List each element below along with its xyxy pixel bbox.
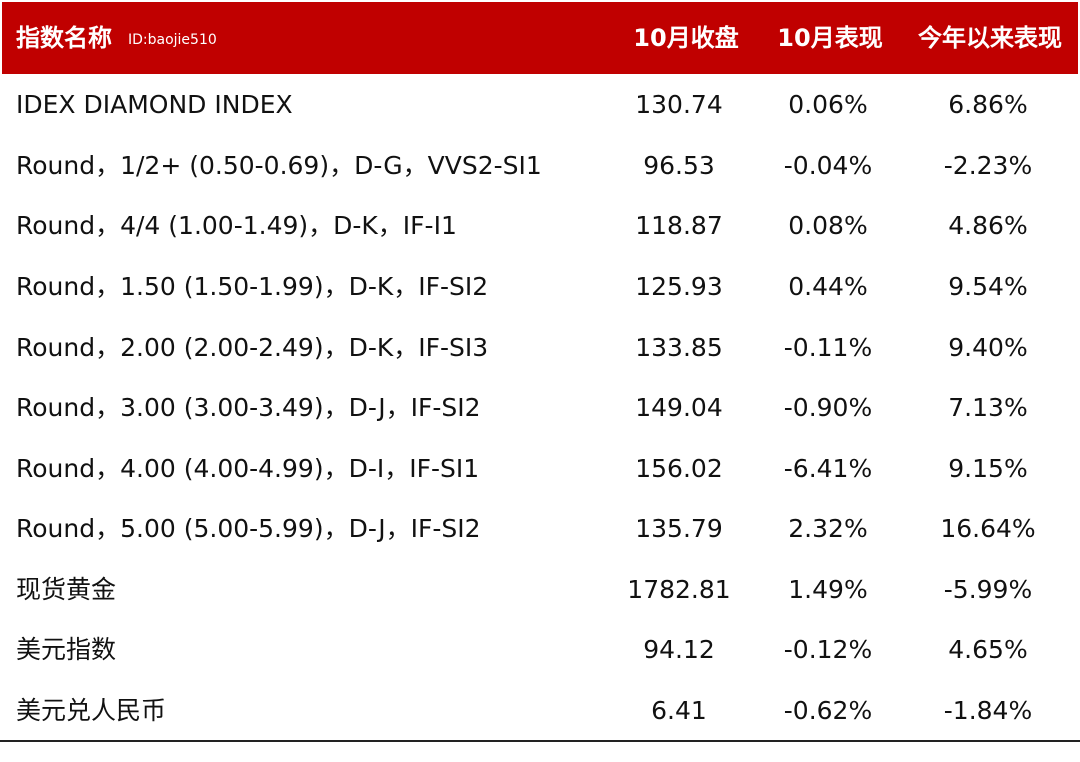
row-close-value: 149.04 <box>635 393 723 422</box>
row-ytd-change: 9.40% <box>948 333 1028 362</box>
row-month-change: -6.41% <box>783 454 873 483</box>
row-ytd-change: 4.86% <box>948 211 1028 240</box>
row-ytd-change: 9.54% <box>948 272 1028 301</box>
row-month-change: -0.11% <box>783 333 873 362</box>
row-index-name: 美元指数 <box>16 635 117 664</box>
header-october-performance: 10月表现 <box>777 24 883 52</box>
row-close-value: 118.87 <box>635 211 723 240</box>
row-index-name: Round，2.00 (2.00-2.49)，D-K，IF-SI3 <box>16 333 489 362</box>
row-ytd-change: 7.13% <box>948 393 1028 422</box>
row-close-value: 94.12 <box>643 635 715 664</box>
row-close-value: 156.02 <box>635 454 723 483</box>
row-index-name: Round，4/4 (1.00-1.49)，D-K，IF-I1 <box>16 211 457 240</box>
row-month-change: -0.90% <box>783 393 873 422</box>
table-row: Round，1/2+ (0.50-0.69)，D-G，VVS2-SI1 96.5… <box>0 136 1080 196</box>
row-close-value: 6.41 <box>651 696 707 725</box>
row-index-name: Round，5.00 (5.00-5.99)，D-J，IF-SI2 <box>16 514 481 543</box>
table-row: 美元指数 94.12 -0.12% 4.65% <box>0 620 1080 680</box>
row-ytd-change: 4.65% <box>948 635 1028 664</box>
row-month-change: -0.12% <box>783 635 873 664</box>
table-row: Round，4.00 (4.00-4.99)，D-I，IF-SI1 156.02… <box>0 439 1080 499</box>
table-header: 指数名称 ID:baojie510 10月收盘 10月表现 今年以来表现 <box>2 2 1078 74</box>
table-bottom-rule <box>0 740 1080 742</box>
row-ytd-change: 6.86% <box>948 90 1028 119</box>
table-row: Round，2.00 (2.00-2.49)，D-K，IF-SI3 133.85… <box>0 318 1080 378</box>
row-close-value: 130.74 <box>635 90 723 119</box>
table-row: Round，4/4 (1.00-1.49)，D-K，IF-I1 118.87 0… <box>0 196 1080 256</box>
row-close-value: 125.93 <box>635 272 723 301</box>
row-month-change: -0.62% <box>783 696 873 725</box>
row-close-value: 133.85 <box>635 333 723 362</box>
table-row: Round，3.00 (3.00-3.49)，D-J，IF-SI2 149.04… <box>0 378 1080 438</box>
header-ytd-performance: 今年以来表现 <box>918 24 1062 52</box>
row-ytd-change: -2.23% <box>943 151 1033 180</box>
row-close-value: 1782.81 <box>627 575 731 604</box>
row-index-name: Round，1.50 (1.50-1.99)，D-K，IF-SI2 <box>16 272 489 301</box>
row-index-name: Round，4.00 (4.00-4.99)，D-I，IF-SI1 <box>16 454 480 483</box>
row-month-change: 0.08% <box>788 211 868 240</box>
row-ytd-change: -5.99% <box>943 575 1033 604</box>
table-row: 美元兑人民币 6.41 -0.62% -1.84% <box>0 681 1080 741</box>
watermark-id: ID:baojie510 <box>128 32 217 48</box>
header-index-name-label: 指数名称 <box>16 24 112 52</box>
row-index-name: 现货黄金 <box>16 575 117 604</box>
row-close-value: 96.53 <box>643 151 715 180</box>
table-row: IDEX DIAMOND INDEX 130.74 0.06% 6.86% <box>0 75 1080 135</box>
table-row: 现货黄金 1782.81 1.49% -5.99% <box>0 560 1080 620</box>
row-month-change: 1.49% <box>788 575 868 604</box>
table-row: Round，5.00 (5.00-5.99)，D-J，IF-SI2 135.79… <box>0 499 1080 559</box>
row-ytd-change: -1.84% <box>943 696 1033 725</box>
header-index-name: 指数名称 ID:baojie510 <box>16 2 217 74</box>
table-row: Round，1.50 (1.50-1.99)，D-K，IF-SI2 125.93… <box>0 257 1080 317</box>
row-close-value: 135.79 <box>635 514 723 543</box>
row-month-change: -0.04% <box>783 151 873 180</box>
row-index-name: Round，3.00 (3.00-3.49)，D-J，IF-SI2 <box>16 393 481 422</box>
row-ytd-change: 9.15% <box>948 454 1028 483</box>
row-month-change: 0.44% <box>788 272 868 301</box>
row-index-name: 美元兑人民币 <box>16 696 167 725</box>
row-index-name: IDEX DIAMOND INDEX <box>16 90 293 119</box>
header-october-close: 10月收盘 <box>633 24 739 52</box>
row-ytd-change: 16.64% <box>940 514 1036 543</box>
row-month-change: 2.32% <box>788 514 868 543</box>
row-index-name: Round，1/2+ (0.50-0.69)，D-G，VVS2-SI1 <box>16 151 542 180</box>
row-month-change: 0.06% <box>788 90 868 119</box>
